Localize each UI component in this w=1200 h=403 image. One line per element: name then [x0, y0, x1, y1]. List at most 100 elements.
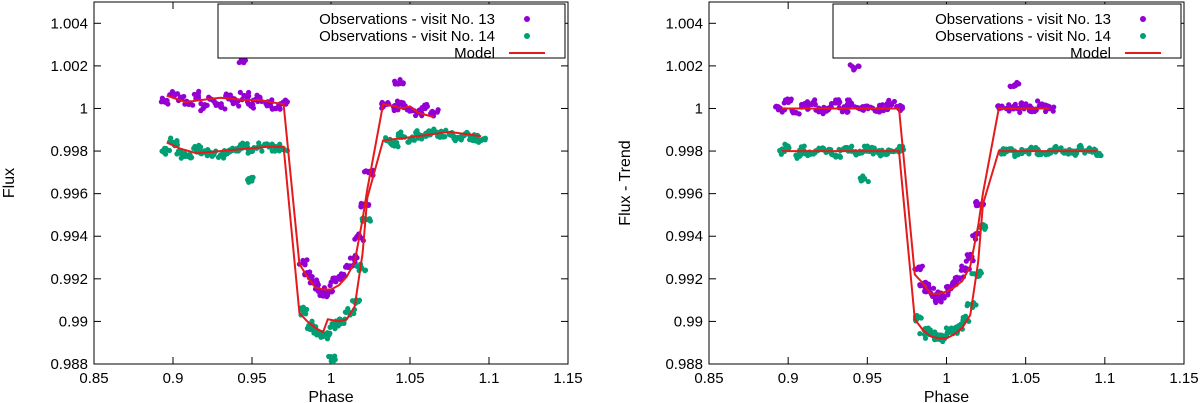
data-point-jitter [963, 258, 969, 264]
data-point [888, 101, 894, 108]
data-point-jitter [394, 98, 401, 104]
data-point [940, 293, 947, 299]
data-point-jitter [804, 99, 811, 105]
legend-marker-2 [524, 33, 530, 39]
data-point [848, 101, 855, 108]
data-point-jitter [242, 57, 249, 63]
y-tick-label: 0.988 [50, 356, 88, 373]
data-point [178, 150, 184, 156]
y-axis-label: Flux [1, 168, 18, 198]
y-tick-label: 0.994 [665, 228, 703, 245]
x-tick-label: 1 [942, 370, 950, 387]
data-point [809, 101, 815, 108]
x-tick-label: 0.85 [79, 370, 108, 387]
chart-panel-2: 0.85 0.9 0.95 1 1.05 1.1 1.15 0.988 0.99 0.992 0.9… [617, 1, 1199, 403]
series-2-points [777, 141, 1104, 345]
data-point-jitter [969, 270, 975, 277]
data-point-jitter [419, 107, 425, 113]
legend-label-2: Observations - visit No. 14 [319, 28, 495, 45]
data-point [331, 322, 337, 329]
data-point [241, 92, 247, 99]
data-point [320, 333, 326, 340]
data-point [916, 314, 923, 320]
data-point [193, 92, 200, 99]
x-tick-label: 1.15 [553, 370, 582, 387]
data-point-jitter [166, 147, 173, 154]
data-point [233, 99, 239, 105]
data-point-jitter [977, 268, 983, 274]
x-axis-label: Phase [308, 389, 353, 403]
data-point [777, 148, 784, 154]
y-tick-label: 1 [695, 100, 703, 117]
data-point-jitter [361, 169, 368, 175]
y-tick-label: 0.99 [674, 313, 703, 330]
data-point [193, 146, 200, 152]
data-point-jitter [426, 128, 432, 134]
data-point [438, 133, 445, 139]
data-point [162, 99, 168, 105]
data-point-jitter [269, 148, 275, 154]
legend-label-1: Observations - visit No. 13 [319, 11, 495, 28]
data-point [1011, 82, 1018, 88]
plot-area [772, 62, 1104, 345]
data-point-jitter [922, 335, 929, 341]
model-line-2 [781, 150, 1097, 340]
data-point [454, 135, 461, 142]
data-point [956, 276, 962, 282]
data-point [396, 80, 402, 86]
y-tick-label: 0.992 [50, 271, 88, 288]
y-tick-label: 0.988 [665, 356, 703, 373]
x-tick-label: 1.1 [479, 370, 500, 387]
data-point-jitter [198, 108, 204, 114]
y-tick-label: 0.994 [50, 228, 88, 245]
data-point-jitter [917, 283, 923, 289]
data-point [956, 322, 962, 329]
data-point-jitter [259, 148, 265, 154]
data-point-jitter [315, 282, 321, 288]
data-point-jitter [845, 109, 851, 115]
data-point-jitter [982, 226, 988, 232]
x-axis-label: Phase [924, 389, 969, 403]
data-point-jitter [798, 144, 804, 150]
data-point [340, 271, 347, 278]
legend-box [217, 3, 566, 59]
data-point [249, 101, 255, 108]
legend-label-1: Observations - visit No. 13 [935, 11, 1111, 28]
data-point [186, 152, 192, 159]
data-point [832, 152, 839, 159]
x-tick-label: 0.95 [237, 370, 266, 387]
data-point-jitter [1018, 101, 1024, 107]
data-point [334, 276, 341, 282]
data-point [170, 90, 176, 97]
x-tick-label: 1.1 [1094, 370, 1115, 387]
data-point [946, 329, 953, 335]
data-point [470, 135, 477, 142]
model-line-1 [166, 94, 434, 291]
data-point [320, 293, 326, 299]
data-point [162, 148, 168, 154]
data-point [785, 144, 791, 150]
data-point [962, 265, 969, 271]
data-point-jitter [856, 63, 862, 69]
y-tick-label: 1.002 [665, 58, 703, 75]
legend: Observations - visit No. 13Observations … [832, 3, 1182, 62]
chart-panel-1: 0.85 0.9 0.95 1 1.05 1.1 1.15 0.988 0.99 0.992 0.9… [1, 1, 583, 403]
data-point [301, 307, 307, 314]
data-point-jitter [327, 282, 333, 289]
y-axis-label: Flux - Trend [617, 140, 634, 225]
y-tick-label: 0.998 [665, 143, 703, 160]
y-tick-label: 0.996 [50, 186, 88, 203]
y-tick-label: 1.002 [50, 58, 88, 75]
data-point [1046, 105, 1053, 112]
data-point-jitter [865, 178, 871, 185]
data-point [832, 99, 839, 105]
data-point-jitter [1016, 81, 1022, 87]
data-point [951, 327, 958, 333]
data-point [301, 258, 307, 265]
data-point [950, 280, 956, 286]
data-point [328, 354, 334, 361]
x-tick-label: 0.9 [778, 370, 799, 387]
data-point-jitter [917, 331, 923, 337]
legend-box [832, 3, 1182, 59]
data-point-jitter [347, 255, 354, 261]
